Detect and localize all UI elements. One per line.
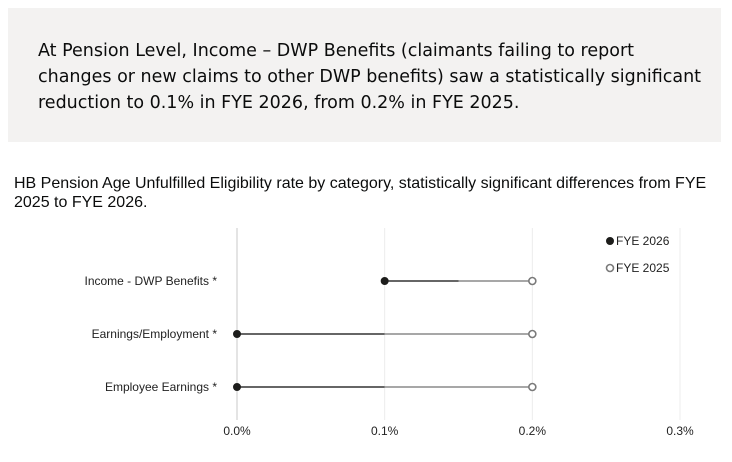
category-label: Income - DWP Benefits * xyxy=(85,274,218,288)
x-tick-label: 0.3% xyxy=(666,424,694,438)
x-tick-labels: 0.0% 0.1% 0.2% 0.3% xyxy=(223,424,694,438)
category-label: Employee Earnings * xyxy=(105,380,217,394)
legend-label-fye-2026: FYE 2026 xyxy=(616,234,670,248)
point-fye-2026 xyxy=(380,277,389,285)
summary-callout: At Pension Level, Income – DWP Benefits … xyxy=(8,8,721,142)
chart-connectors xyxy=(237,280,533,388)
legend-marker-fye-2025 xyxy=(605,263,615,273)
x-tick-label: 0.2% xyxy=(519,424,547,438)
category-labels: Income - DWP Benefits * Earnings/Employme… xyxy=(85,274,218,394)
legend-label-fye-2025: FYE 2025 xyxy=(616,261,670,275)
point-fye-2026 xyxy=(233,330,241,338)
point-fye-2025 xyxy=(528,276,537,286)
chart-grid xyxy=(236,228,681,420)
point-fye-2026 xyxy=(233,383,241,391)
chart-points xyxy=(233,276,537,392)
category-label: Earnings/Employment * xyxy=(92,327,218,341)
legend-marker-fye-2026 xyxy=(606,237,614,245)
summary-text: At Pension Level, Income – DWP Benefits … xyxy=(38,41,702,113)
x-tick-label: 0.1% xyxy=(371,424,399,438)
dumbbell-chart: Income - DWP Benefits * Earnings/Employme… xyxy=(85,228,694,438)
x-tick-label: 0.0% xyxy=(223,424,251,438)
point-fye-2025 xyxy=(528,329,537,339)
chart-title: HB Pension Age Unfulfilled Eligibility r… xyxy=(14,175,707,211)
point-fye-2025 xyxy=(528,382,537,392)
chart-legend: FYE 2026 FYE 2025 xyxy=(605,234,670,275)
